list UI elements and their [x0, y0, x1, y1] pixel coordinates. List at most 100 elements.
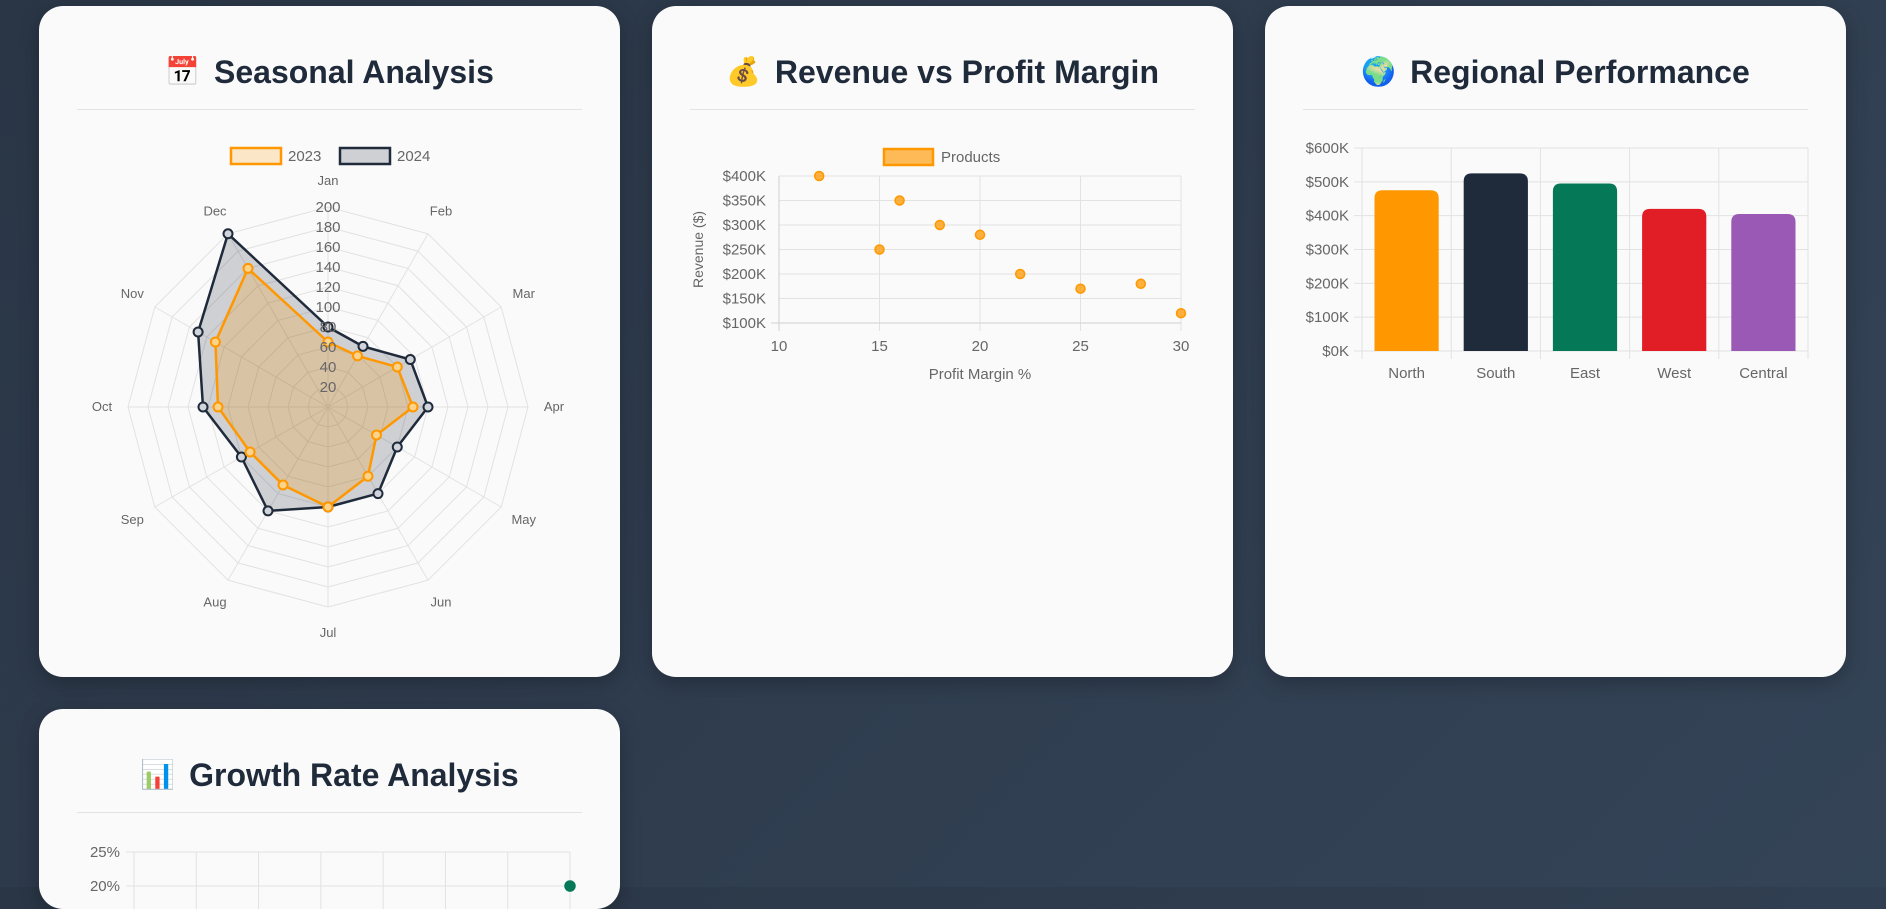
radar-legend-label: 2024	[397, 148, 430, 165]
regional-card: 🌍 Regional Performance $0K $100K $200K $300…	[1265, 6, 1846, 677]
bar-y-tick: $100K	[1306, 309, 1349, 326]
scatter-point	[1135, 278, 1147, 290]
revenue-card: 💰 Revenue vs Profit Margin Products $100K…	[652, 6, 1233, 677]
radar-tick-label: 160	[315, 239, 340, 256]
bar-south[interactable]	[1463, 173, 1528, 351]
scatter-y-tick: $400K	[723, 168, 766, 185]
radar-point	[407, 401, 419, 413]
radar-spoke	[327, 233, 429, 408]
radar-point	[362, 470, 374, 482]
scatter-point	[894, 195, 905, 206]
radar-axis-label: Jun	[431, 595, 452, 610]
radar-point	[242, 262, 254, 274]
radar-spoke	[327, 406, 502, 508]
radar-point	[244, 446, 256, 458]
scatter-y-tick: $250K	[723, 242, 766, 259]
radar-axis-label: Aug	[203, 595, 226, 610]
radar-legend-swatch	[338, 146, 392, 166]
radar-axis-label: May	[511, 512, 536, 527]
scatter-point	[1014, 268, 1026, 280]
radar-axis-label: Jan	[318, 173, 339, 188]
revenue-divider	[690, 109, 1195, 110]
bar-north[interactable]	[1374, 190, 1439, 351]
radar-point	[391, 441, 403, 453]
radar-point	[370, 429, 382, 441]
radar-legend[interactable]: 2023 2024	[229, 146, 430, 166]
bar-y-tick: $600K	[1306, 140, 1349, 157]
scatter-legend-swatch	[882, 147, 935, 167]
radar-point	[352, 350, 363, 362]
radar-tick-label: 40	[320, 359, 337, 376]
radar-tick-label: 60	[320, 339, 337, 356]
growth-title: 📊 Growth Rate Analysis	[39, 753, 620, 797]
radar-legend-item[interactable]: 2024	[338, 146, 430, 166]
radar-point	[192, 326, 204, 338]
bar-x-tick: Central	[1739, 365, 1787, 382]
scatter-legend-label: Products	[941, 149, 1000, 166]
bar-y-tick: $0K	[1322, 343, 1349, 360]
radar-axis-label: Oct	[92, 399, 113, 414]
revenue-title-text: Revenue vs Profit Margin	[774, 53, 1159, 90]
radar-tick-label: 20	[320, 379, 337, 396]
radar-point	[372, 488, 384, 500]
scatter-x-tick: 20	[972, 338, 989, 355]
scatter-y-tick: $150K	[723, 291, 766, 308]
radar-axis-label: Apr	[544, 399, 565, 414]
radar-tick-label: 80	[320, 319, 337, 336]
radar-point	[404, 354, 416, 365]
bar-east[interactable]	[1552, 183, 1618, 351]
scatter-point	[1175, 307, 1187, 319]
radar-point	[277, 479, 289, 491]
radar-point	[322, 501, 334, 513]
scatter-point	[874, 244, 885, 255]
seasonal-divider	[77, 109, 582, 110]
radar-axis-label: Nov	[121, 286, 145, 301]
bar-west[interactable]	[1642, 208, 1707, 351]
scatter-legend[interactable]: Products	[882, 147, 1000, 167]
scatter-y-tick: $300K	[723, 217, 766, 234]
radar-tick-label: 100	[315, 299, 340, 316]
scatter-y-tick: $200K	[723, 266, 766, 283]
scatter-point	[1075, 283, 1086, 294]
regional-divider	[1303, 109, 1808, 110]
growth-line-chart: 25%20%	[90, 844, 576, 909]
radar-tick-label: 140	[315, 259, 340, 276]
seasonal-title: 📅 Seasonal Analysis	[39, 50, 620, 94]
regional-title-text: Regional Performance	[1410, 53, 1750, 90]
bar-x-tick: North	[1388, 365, 1425, 382]
radar-point	[197, 401, 209, 413]
radar-tick-label: 120	[315, 279, 340, 296]
scatter-x-title: Profit Margin %	[929, 366, 1032, 383]
scatter-y-title: Revenue ($)	[690, 211, 706, 288]
scatter-point	[813, 170, 825, 182]
regional-title: 🌍 Regional Performance	[1265, 50, 1846, 94]
growth-title-text: Growth Rate Analysis	[189, 756, 519, 793]
seasonal-title-text: Seasonal Analysis	[214, 53, 494, 90]
bar-y-tick: $400K	[1306, 208, 1349, 225]
scatter-x-tick: 15	[871, 338, 888, 355]
bar-chart-icon: 📊	[140, 759, 176, 790]
radar-legend-label: 2023	[288, 148, 321, 165]
bar-y-tick: $200K	[1306, 275, 1349, 292]
growth-grid	[126, 851, 571, 909]
regional-bar-chart: $0K $100K $200K $300K $400K $500K $600K North So…	[1306, 140, 1809, 382]
radar-axis-label: Mar	[513, 286, 536, 301]
growth-divider	[77, 812, 582, 813]
radar-spoke	[227, 233, 329, 408]
seasonal-card: 📅 Seasonal Analysis 2023 2024 20 40 60 80 100 1…	[39, 6, 620, 677]
revenue-title: 💰 Revenue vs Profit Margin	[652, 50, 1233, 94]
radar-point	[212, 401, 224, 413]
radar-legend-swatch	[229, 146, 283, 166]
scatter-point	[974, 229, 986, 241]
radar-spoke	[227, 406, 329, 581]
radar-axis-label: Jul	[320, 625, 337, 640]
bar-x-tick: South	[1476, 365, 1515, 382]
radar-tick-label: 180	[315, 219, 340, 236]
calendar-icon: 📅	[165, 56, 201, 87]
radar-point	[322, 321, 334, 333]
bar-central[interactable]	[1731, 213, 1796, 351]
scatter-x-tick: 25	[1072, 338, 1089, 355]
radar-point	[391, 361, 403, 373]
radar-point	[357, 340, 369, 352]
radar-legend-item[interactable]: 2023	[229, 146, 321, 166]
